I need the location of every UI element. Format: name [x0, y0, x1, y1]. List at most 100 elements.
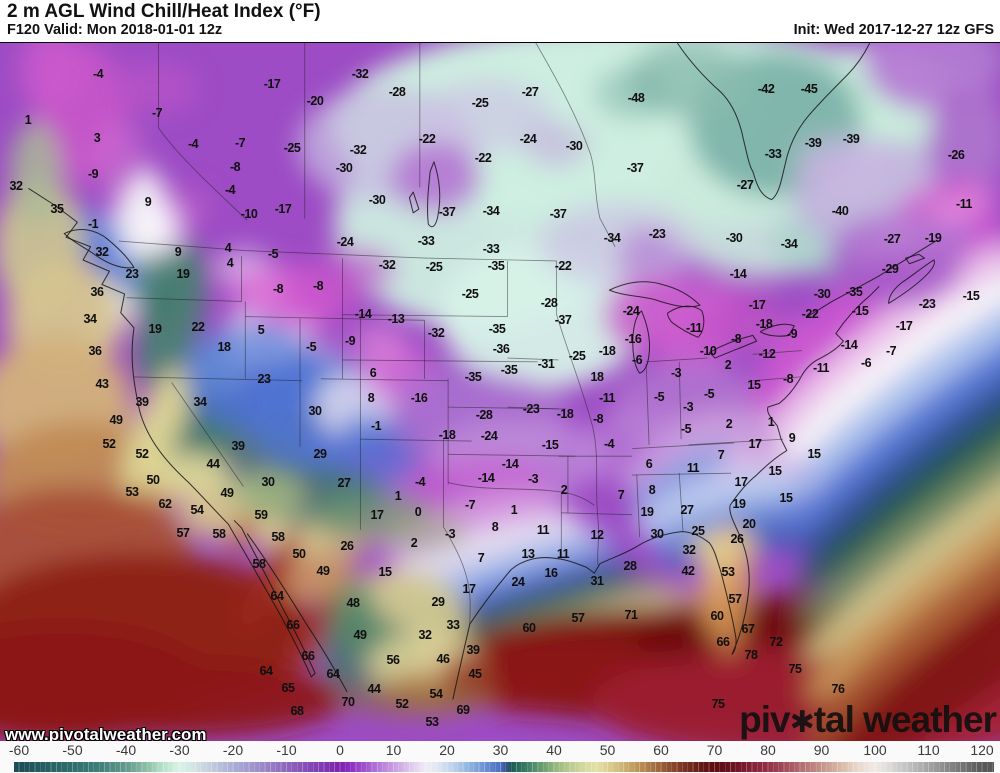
temp-label: 52: [395, 697, 409, 711]
temp-label: 53: [425, 715, 439, 729]
temp-label: 1: [24, 113, 32, 127]
temp-label: 44: [367, 682, 381, 696]
temp-label: 27: [680, 503, 694, 517]
temp-label: 60: [710, 609, 724, 623]
temp-label: 22: [191, 320, 205, 334]
pivotal-weather-logo: piv✱tal weather: [739, 699, 997, 741]
temp-label: 2: [724, 358, 732, 372]
temp-label: 8: [648, 483, 656, 497]
colorbar-tick-label: -30: [169, 742, 190, 758]
temp-label: 32: [418, 628, 432, 642]
temp-label: -42: [757, 82, 775, 96]
temp-label: 15: [747, 378, 761, 392]
temp-label: -33: [417, 234, 435, 248]
temp-label: 20: [742, 517, 756, 531]
temp-label: 26: [730, 532, 744, 546]
temp-label: 1: [510, 503, 518, 517]
temp-label: 32: [95, 245, 109, 259]
temp-label: -9: [87, 167, 99, 181]
temp-label: 17: [370, 508, 384, 522]
temp-label: -3: [527, 472, 539, 486]
temp-label: -7: [464, 498, 476, 512]
temp-label: -35: [488, 322, 506, 336]
temp-label: -5: [267, 247, 279, 261]
temp-label: 32: [682, 543, 696, 557]
temp-label: 35: [50, 202, 64, 216]
temp-label: -5: [703, 387, 715, 401]
temp-label: 8: [367, 391, 375, 405]
temp-label: 11: [556, 547, 570, 561]
colorbar-tick-label: -50: [62, 742, 83, 758]
temp-label: -14: [729, 267, 747, 281]
temp-label: 15: [807, 447, 821, 461]
temp-label: 1: [394, 489, 402, 503]
temp-label: -11: [813, 361, 829, 375]
valid-time: F120 Valid: Mon 2018-01-01 12z: [7, 22, 223, 38]
temp-label: -17: [274, 202, 292, 216]
temp-label: 62: [158, 497, 172, 511]
temp-label: -23: [918, 297, 936, 311]
temp-label: -9: [786, 327, 798, 341]
temp-label: 7: [717, 448, 725, 462]
temp-label: 52: [135, 447, 149, 461]
temp-label: -5: [653, 390, 665, 404]
temp-labels: -4 -17 -20 1 -7 3 -4 -7 -25 -9 -8 32 -4 35 9 -10 -17 -1 32…: [0, 43, 1000, 741]
temp-label: -22: [474, 151, 492, 165]
temp-label: 17: [734, 475, 748, 489]
temp-label: -14: [501, 457, 519, 471]
temp-label: 33: [446, 618, 460, 632]
state-borders: [118, 43, 802, 625]
temp-label: 9: [144, 195, 152, 209]
temp-label: 7: [617, 488, 625, 502]
temp-label: 59: [254, 508, 268, 522]
temp-label: -34: [482, 204, 500, 218]
temp-label: 53: [125, 485, 139, 499]
temp-label: 18: [217, 340, 231, 354]
temp-label: -35: [500, 363, 518, 377]
temp-label: 71: [624, 608, 638, 622]
temp-label: 43: [95, 377, 109, 391]
temp-label: 29: [313, 447, 327, 461]
colorbar-ticks: -60 -50 -40 -30 -20 -10 0 10 20 30 40 50 60 70 80 90 100…: [0, 742, 1000, 760]
temp-label: 2: [560, 483, 568, 497]
temp-label: -17: [895, 319, 913, 333]
temp-label: -16: [624, 332, 642, 346]
weather-map[interactable]: -4 -17 -20 1 -7 3 -4 -7 -25 -9 -8 32 -4 35 9 -10 -17 -1 32…: [0, 42, 1000, 741]
temp-label: 17: [748, 437, 762, 451]
temp-label: -15: [541, 438, 559, 452]
temp-label: 75: [711, 697, 725, 711]
temp-label: -3: [682, 400, 694, 414]
temp-label: 19: [732, 497, 746, 511]
temp-label: -25: [568, 349, 586, 363]
temp-label: -39: [842, 132, 860, 146]
temp-label: 11: [536, 523, 550, 537]
temp-label: -14: [477, 471, 495, 485]
temp-label: -6: [860, 356, 872, 370]
temp-label: -29: [881, 262, 899, 276]
temp-label: 50: [292, 547, 306, 561]
temp-label: 11: [686, 461, 700, 475]
temp-label: 13: [521, 547, 535, 561]
temp-label: 12: [590, 528, 604, 542]
temp-label: 5: [257, 323, 265, 337]
temp-label: -34: [780, 237, 798, 251]
temp-label: -11: [599, 391, 615, 405]
colorbar-tick-label: 0: [336, 742, 344, 758]
temp-label: 32: [9, 179, 23, 193]
temp-label: 72: [769, 635, 783, 649]
colorbar-tick-label: 70: [706, 742, 723, 758]
temp-label: 17: [462, 582, 476, 596]
temp-label: -3: [670, 366, 682, 380]
temp-label: 57: [728, 592, 742, 606]
temp-label: -35: [464, 370, 482, 384]
temp-label: -7: [885, 344, 897, 358]
temp-label: 8: [491, 520, 499, 534]
temp-label: 53: [721, 565, 735, 579]
temp-label: 28: [623, 559, 637, 573]
temp-label: 49: [316, 564, 330, 578]
temp-label: -24: [480, 429, 498, 443]
temp-label: -27: [521, 85, 539, 99]
temp-label: -35: [487, 259, 505, 273]
temp-label: 36: [88, 344, 102, 358]
temp-label: 2: [725, 417, 733, 431]
